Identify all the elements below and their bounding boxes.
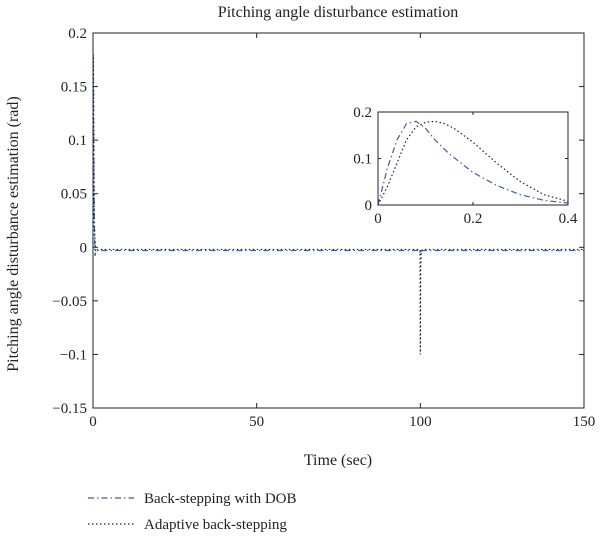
main-x-tick-label: 150	[573, 414, 596, 430]
inset-ticks: 0 0.2 0.4 0 0.1 0.2	[353, 105, 578, 227]
main-ticks: 0 50 100 150 −0.15 −0.1 −0.05 0 0.05 0.1 0.15 0.2	[52, 26, 595, 430]
inset-x-tick-label: 0.4	[559, 211, 578, 227]
inset-x-tick-label: 0.2	[464, 211, 483, 227]
y-axis-label: Pitching angle disturbance estimation (r…	[5, 96, 22, 371]
main-y-tick-label: −0.05	[52, 294, 87, 310]
main-x-tick-label: 50	[249, 414, 264, 430]
main-y-tick-label: −0.1	[60, 347, 87, 363]
x-axis-label: Time (sec)	[304, 452, 372, 469]
main-y-tick-label: −0.15	[52, 401, 87, 417]
inset-series-line-1	[377, 120, 569, 206]
inset-y-tick-label: 0	[365, 198, 373, 214]
legend-label-adaptive: Adaptive back-stepping	[144, 517, 287, 533]
chart-title: Pitching angle disturbance estimation	[218, 4, 458, 21]
main-x-tick-label: 100	[409, 414, 432, 430]
main-series-line-0	[92, 54, 584, 257]
main-x-tick-label: 0	[89, 414, 97, 430]
main-series	[92, 54, 584, 355]
main-y-tick-label: 0	[80, 240, 88, 256]
main-y-tick-label: 0.15	[61, 80, 87, 96]
inset-chart: 0 0.2 0.4 0 0.1 0.2	[353, 105, 578, 227]
main-y-tick-label: 0.1	[68, 133, 87, 149]
inset-y-tick-label: 0.2	[353, 105, 372, 121]
main-series-line-1	[92, 54, 584, 355]
main-y-tick-label: 0.2	[68, 26, 87, 42]
plot-area	[92, 32, 585, 409]
inset-plot-area	[377, 111, 569, 206]
inset-series-line-0	[377, 120, 569, 206]
inset-x-tick-label: 0	[374, 211, 382, 227]
legend-label-dob: Back-stepping with DOB	[144, 491, 296, 507]
inset-series	[377, 120, 569, 206]
main-y-tick-label: 0.05	[61, 187, 87, 203]
legend: Back-stepping with DOB Adaptive back-ste…	[88, 491, 296, 533]
inset-y-tick-label: 0.1	[353, 152, 372, 168]
